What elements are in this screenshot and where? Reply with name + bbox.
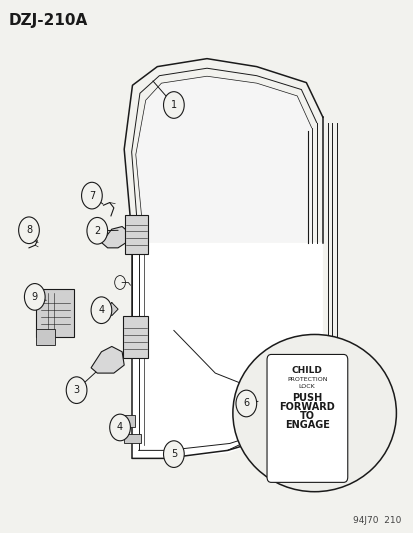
Circle shape: [66, 377, 87, 403]
Ellipse shape: [233, 335, 396, 491]
Text: 2: 2: [94, 226, 100, 236]
Circle shape: [109, 414, 130, 441]
Text: PUSH: PUSH: [291, 393, 322, 402]
Circle shape: [235, 390, 256, 417]
FancyBboxPatch shape: [266, 354, 347, 482]
Text: 1: 1: [171, 100, 176, 110]
FancyBboxPatch shape: [123, 415, 135, 427]
Text: 6: 6: [243, 399, 249, 408]
Circle shape: [163, 441, 184, 467]
Text: 3: 3: [74, 385, 79, 395]
Text: 5: 5: [170, 449, 177, 459]
Polygon shape: [132, 243, 322, 458]
Text: 8: 8: [26, 225, 32, 235]
Circle shape: [24, 284, 45, 310]
Text: PROTECTION: PROTECTION: [286, 377, 327, 382]
Circle shape: [163, 92, 184, 118]
FancyBboxPatch shape: [123, 434, 141, 443]
Text: DZJ-210A: DZJ-210A: [8, 13, 87, 28]
Text: ENGAGE: ENGAGE: [284, 421, 329, 430]
Circle shape: [87, 217, 107, 244]
Circle shape: [170, 447, 175, 454]
Text: CHILD: CHILD: [291, 366, 322, 375]
Circle shape: [19, 217, 39, 244]
Text: 4: 4: [98, 305, 104, 315]
Text: TO: TO: [299, 411, 314, 421]
FancyBboxPatch shape: [36, 289, 74, 337]
Polygon shape: [91, 346, 124, 373]
Polygon shape: [135, 76, 311, 243]
Polygon shape: [105, 303, 118, 316]
Text: 94J70  210: 94J70 210: [352, 516, 401, 525]
Text: LOCK: LOCK: [298, 384, 315, 389]
Text: 9: 9: [32, 292, 38, 302]
Text: 7: 7: [88, 191, 95, 200]
FancyBboxPatch shape: [123, 316, 147, 358]
Circle shape: [81, 182, 102, 209]
FancyBboxPatch shape: [36, 329, 55, 345]
Text: FORWARD: FORWARD: [279, 402, 334, 411]
Circle shape: [166, 442, 179, 458]
FancyBboxPatch shape: [125, 215, 147, 254]
Polygon shape: [101, 227, 128, 248]
Circle shape: [91, 297, 112, 324]
Text: 4: 4: [117, 423, 123, 432]
